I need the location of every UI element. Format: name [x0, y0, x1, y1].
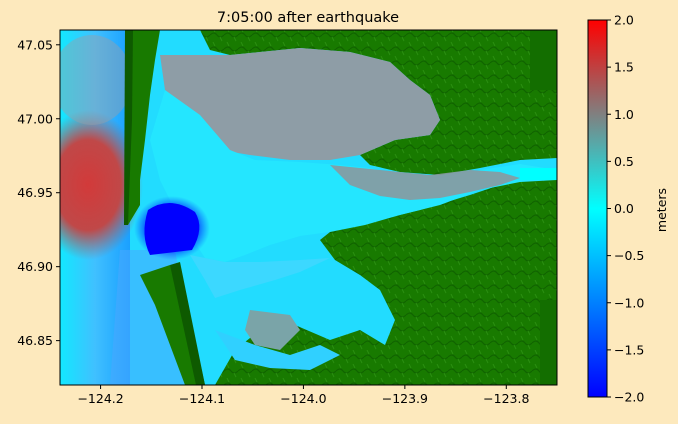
y-tick-label: 47.00	[17, 111, 53, 126]
colorbar	[587, 19, 608, 398]
colorbar-tick-label: −2.0	[614, 390, 644, 405]
chart-title: 7:05:00 after earthquake	[217, 10, 399, 26]
x-axis: −124.2 −124.1 −124.0 −123.9 −123.8	[77, 385, 529, 406]
map-heatmap	[60, 30, 557, 385]
inlet-core	[144, 202, 200, 255]
colorbar-tick-label: 2.0	[614, 13, 634, 28]
bay-south	[190, 255, 330, 298]
bay-north-gray	[160, 48, 440, 160]
plot-frame	[59, 29, 558, 386]
positive-wave-crest	[60, 110, 143, 260]
land-area	[125, 30, 557, 385]
x-tick-label: −124.2	[77, 391, 123, 406]
x-tick-label: −124.0	[280, 391, 326, 406]
colorbar-tick-label: −0.5	[614, 248, 644, 263]
y-tick-label: 46.90	[17, 259, 53, 274]
y-tick-label: 47.05	[17, 37, 53, 52]
colorbar-axis: −2.0 −1.5 −1.0 −0.5 0.0 0.5 1.0 1.5 2.0	[607, 13, 644, 405]
colorbar-label: meters	[654, 188, 669, 232]
y-tick-label: 46.95	[17, 185, 53, 200]
south-bay-gray	[245, 310, 300, 350]
x-tick-label: −123.8	[483, 391, 529, 406]
x-tick-label: −123.9	[382, 391, 428, 406]
colorbar-tick-label: 1.5	[614, 60, 634, 75]
colorbar-tick-label: 0.5	[614, 154, 634, 169]
y-axis: 46.85 46.90 46.95 47.00 47.05	[17, 37, 60, 348]
south-bay-cyan	[215, 330, 340, 370]
colorbar-tick-label: 0.0	[614, 201, 634, 216]
y-tick-label: 46.85	[17, 333, 53, 348]
river-mouth	[520, 168, 557, 180]
channel-gray	[330, 165, 520, 200]
colorbar-tick-label: −1.0	[614, 295, 644, 310]
gray-ocean-band	[60, 35, 132, 125]
x-tick-label: −124.1	[179, 391, 225, 406]
colorbar-tick-label: 1.0	[614, 107, 634, 122]
colorbar-tick-label: −1.5	[614, 342, 644, 357]
